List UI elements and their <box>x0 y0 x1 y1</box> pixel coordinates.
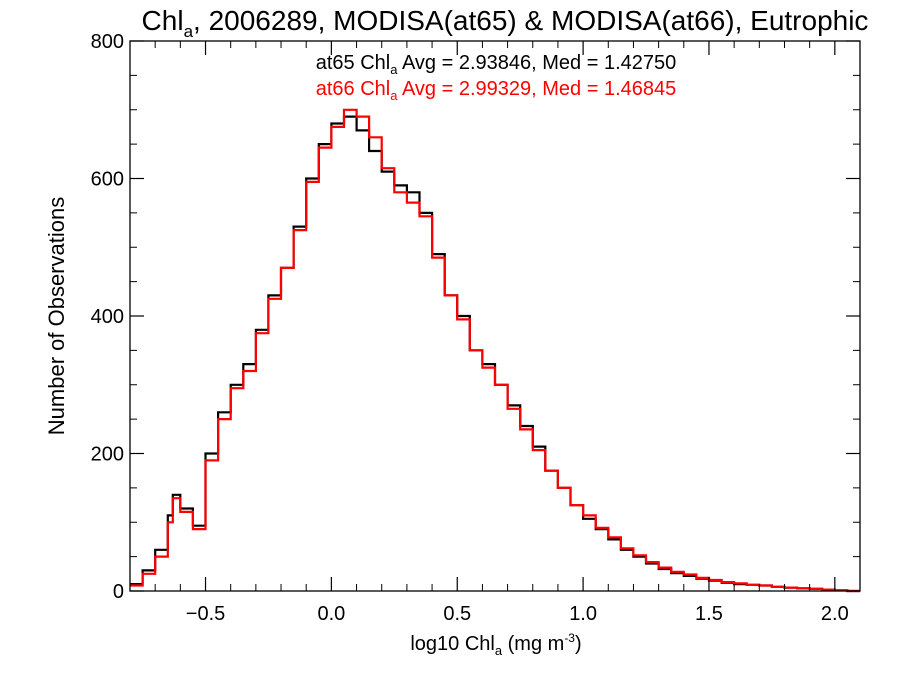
y-tick-label: 0 <box>113 581 124 603</box>
annotation-at65-subscript: a <box>390 62 398 77</box>
y-tick-label: 600 <box>91 169 124 191</box>
chart-title: Chla, 2006289, MODISA(at65) & MODISA(at6… <box>142 5 869 41</box>
annotation-at65-prefix: at65 Chl <box>316 52 391 74</box>
axes-layer: −0.5 0.0 0.5 1.0 1.5 2.0 0 200 400 600 800 <box>91 31 861 625</box>
x-tick-label: 1.5 <box>695 603 723 625</box>
x-tick-label: 2.0 <box>821 603 849 625</box>
x-axis-label-unit-close: ) <box>575 633 582 655</box>
x-axis-label-superscript: -3 <box>564 631 575 645</box>
annotation-at66: at66 Chla Avg = 2.99329, Med = 1.46845 <box>316 78 676 103</box>
y-tick-label: 200 <box>91 444 124 466</box>
series-line-at66 <box>130 108 860 593</box>
series-layer <box>130 108 860 593</box>
annotation-at66-subscript: a <box>390 88 398 103</box>
annotation-at66-prefix: at66 Chl <box>316 78 391 100</box>
x-tick-label: 0.5 <box>443 603 471 625</box>
chart-title-rest: , 2006289, MODISA(at65) & MODISA(at66), … <box>193 5 868 36</box>
plot-frame <box>129 40 861 592</box>
y-tick-label: 400 <box>91 306 124 328</box>
y-tick-label: 800 <box>91 31 124 53</box>
y-axis-label: Number of Observations <box>44 197 69 435</box>
x-tick-label: 0.0 <box>317 603 345 625</box>
annotation-at65-stats: Avg = 2.93846, Med = 1.42750 <box>397 52 676 74</box>
x-axis-label-subscript: a <box>495 643 503 658</box>
annotation-at66-stats: Avg = 2.99329, Med = 1.46845 <box>397 78 676 100</box>
x-axis-label: log10 Chla (mg m-3) <box>410 631 581 658</box>
chart-title-prefix: Chl <box>142 5 184 36</box>
series-line-at65 <box>130 115 860 593</box>
annotation-at65: at65 Chla Avg = 2.93846, Med = 1.42750 <box>316 52 676 77</box>
x-axis-label-prefix: log10 Chl <box>410 633 495 655</box>
x-axis-label-unit-open: (mg m <box>502 633 564 655</box>
x-tick-label: −0.5 <box>186 603 225 625</box>
chart-title-subscript: a <box>184 22 194 41</box>
x-tick-label: 1.0 <box>569 603 597 625</box>
